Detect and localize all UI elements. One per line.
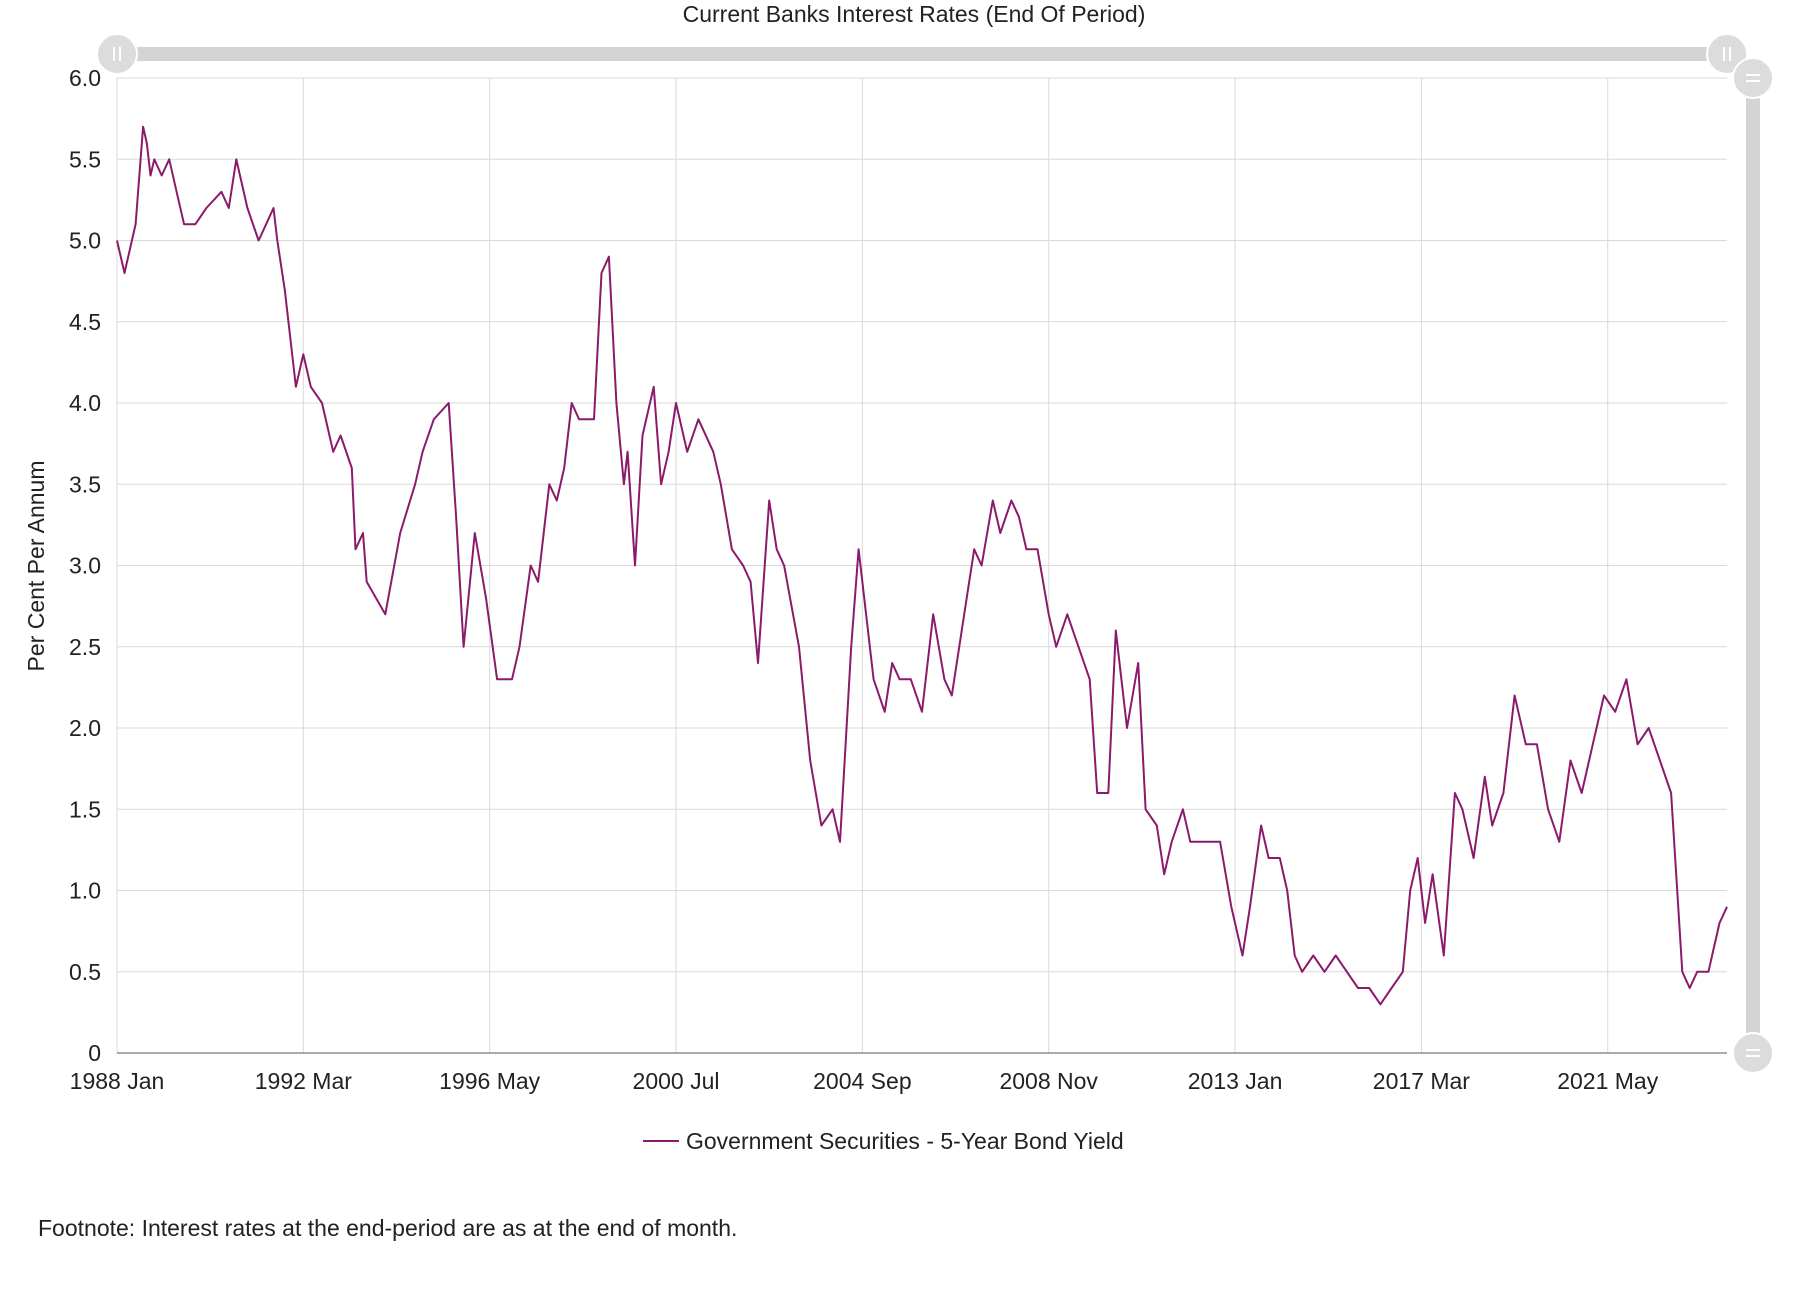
y-range-handle-top[interactable] (1732, 57, 1774, 99)
series-layer (116, 125, 1728, 1006)
x-range-handle-right[interactable] (1706, 33, 1748, 75)
y-range-bar[interactable] (1746, 78, 1760, 1053)
x-tick-label: 2013 Jan (1188, 1068, 1283, 1094)
y-tick-label: 1.0 (69, 878, 101, 904)
grid (116, 77, 1727, 1054)
series-line[interactable] (116, 125, 1728, 1006)
x-tick-label: 2008 Nov (999, 1068, 1098, 1094)
y-tick-label: 0 (88, 1040, 101, 1066)
x-axis-ticks: 1988 Jan 1992 Mar 1996 May 2000 Jul 2004 Sep… (70, 1068, 1659, 1094)
y-tick-label: 2.5 (69, 634, 101, 660)
footnote: Footnote: Interest rates at the end-peri… (38, 1215, 738, 1241)
y-tick-label: 5.5 (69, 146, 101, 172)
chart-title: Current Banks Interest Rates (End Of Per… (683, 1, 1146, 27)
y-tick-label: 0.5 (69, 959, 101, 985)
legend-label: Government Securities - 5-Year Bond Yiel… (686, 1128, 1124, 1154)
y-tick-label: 1.5 (69, 796, 101, 822)
x-tick-label: 1996 May (439, 1068, 541, 1094)
y-axis-ticks: 0 0.5 1.0 1.5 2.0 2.5 3.0 3.5 4.0 4.5 5.0 5.5 6.0 (69, 65, 101, 1066)
x-tick-label: 2004 Sep (813, 1068, 911, 1094)
x-tick-label: 2000 Jul (633, 1068, 720, 1094)
x-tick-label: 1992 Mar (255, 1068, 353, 1094)
x-range-handle-left[interactable] (96, 33, 138, 75)
y-tick-label: 3.0 (69, 553, 101, 579)
legend[interactable]: Government Securities - 5-Year Bond Yiel… (643, 1128, 1124, 1154)
y-tick-label: 3.5 (69, 471, 101, 497)
y-tick-label: 4.0 (69, 390, 101, 416)
x-tick-label: 2021 May (1557, 1068, 1659, 1094)
y-tick-label: 6.0 (69, 65, 101, 91)
y-tick-label: 4.5 (69, 309, 101, 335)
x-tick-label: 2017 Mar (1373, 1068, 1471, 1094)
x-tick-label: 1988 Jan (70, 1068, 165, 1094)
y-axis-label: Per Cent Per Annum (23, 461, 49, 672)
y-range-handle-bottom[interactable] (1732, 1032, 1774, 1074)
y-tick-label: 2.0 (69, 715, 101, 741)
y-tick-label: 5.0 (69, 228, 101, 254)
x-range-bar[interactable] (117, 47, 1731, 61)
